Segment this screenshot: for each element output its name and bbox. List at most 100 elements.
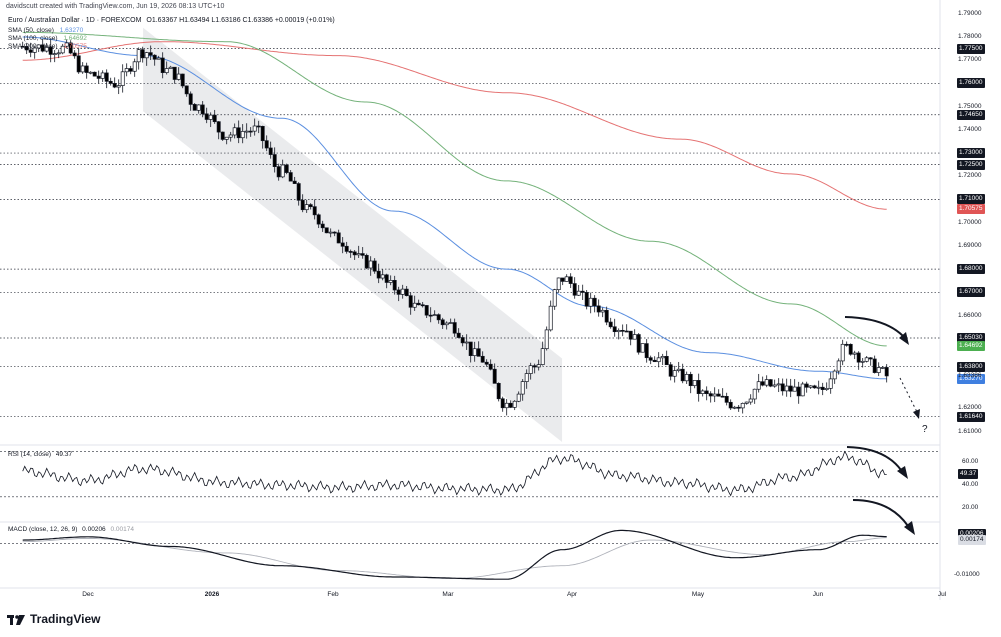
candle	[240, 124, 245, 144]
candle	[516, 391, 521, 403]
candle	[40, 39, 45, 53]
candle	[28, 42, 33, 58]
candle-body	[292, 180, 297, 184]
candle-body	[136, 49, 141, 63]
candle	[604, 306, 609, 326]
candle	[20, 41, 25, 48]
candle	[432, 310, 437, 317]
candle	[752, 388, 757, 404]
price-tick-label: 1.77000	[958, 56, 982, 64]
legend-sma200[interactable]: SMA (200, close) 1.70575	[8, 43, 91, 50]
candle	[836, 358, 841, 375]
candle-body	[616, 329, 621, 333]
candle	[48, 39, 53, 63]
candle	[100, 70, 105, 82]
candle	[36, 44, 41, 53]
candle	[120, 64, 125, 93]
price-level-tag: 1.67000	[957, 287, 985, 298]
candle-body	[536, 364, 541, 368]
candle-body	[620, 329, 625, 332]
candle	[68, 40, 73, 55]
candle-body	[716, 393, 721, 397]
candle	[472, 341, 477, 362]
candle-body	[20, 45, 25, 48]
candle-body	[300, 199, 305, 211]
legend-sma100[interactable]: SMA (100, close) 1.64692	[8, 35, 91, 42]
candle-body	[152, 54, 157, 60]
candle	[348, 249, 353, 258]
candle-body	[416, 302, 421, 306]
candle	[696, 373, 701, 402]
candle	[676, 361, 681, 373]
candle-body	[60, 45, 65, 54]
candle-body	[324, 227, 329, 234]
candle-body	[472, 348, 477, 356]
candle-body	[264, 140, 269, 149]
candle	[544, 326, 549, 351]
rsi-legend[interactable]: RSI (14, close) 49.37	[8, 451, 72, 458]
candle-body	[184, 85, 189, 95]
candle-body	[260, 125, 265, 142]
candle	[816, 380, 821, 395]
candle-body	[872, 358, 877, 373]
candle-body	[172, 66, 177, 80]
symbol-name: Euro / Australian Dollar · 1D · FOREXCOM	[8, 17, 142, 24]
candle	[828, 372, 833, 394]
macd-value-tag: 0.00206	[958, 528, 986, 539]
candle	[408, 292, 413, 315]
candle-body	[304, 204, 309, 211]
price-level-tag: 1.68000	[957, 264, 985, 275]
tradingview-logo[interactable]: TradingView	[7, 612, 100, 626]
sma200-value: 1.70575	[63, 43, 87, 50]
candle	[220, 131, 225, 141]
candle-body	[64, 42, 69, 47]
candle	[504, 398, 509, 416]
candle	[416, 299, 421, 306]
candle-body	[356, 253, 361, 256]
time-tick-label: Jul	[937, 591, 947, 598]
candle	[64, 39, 69, 49]
candle-body	[220, 131, 225, 140]
candle-body	[216, 121, 221, 133]
candle-body	[432, 314, 437, 317]
candle-body	[768, 379, 773, 387]
candle-body	[388, 280, 393, 283]
macd-pane	[22, 529, 887, 580]
price-level-tag: 1.65030	[957, 333, 985, 344]
candle	[484, 359, 489, 367]
candle-body	[508, 402, 513, 408]
candle-body	[660, 356, 665, 359]
candle	[420, 301, 425, 308]
candle-body	[360, 253, 365, 256]
candle-body	[604, 309, 609, 323]
candle	[272, 147, 277, 173]
macd-legend[interactable]: MACD (close, 12, 26, 9) 0.00206 0.00174	[8, 526, 134, 533]
candle	[336, 229, 341, 244]
candle-body	[868, 357, 873, 360]
candle	[800, 381, 805, 397]
candle	[80, 62, 85, 74]
candle	[488, 359, 493, 371]
candle-body	[852, 352, 857, 355]
candle-body	[100, 72, 105, 79]
candle	[632, 329, 637, 340]
candle-body	[316, 214, 321, 225]
candle	[764, 375, 769, 388]
candle	[456, 328, 461, 339]
candle	[104, 69, 109, 89]
legend-sma50[interactable]: SMA (50, close) 1.63270	[8, 27, 87, 34]
candle-body	[652, 359, 657, 363]
candle	[280, 159, 285, 179]
candle	[812, 384, 817, 389]
candle	[200, 101, 205, 118]
macd-trend-arrow	[852, 499, 915, 535]
candle	[168, 65, 173, 69]
time-tick-label: Dec	[82, 591, 94, 598]
candle	[720, 388, 725, 398]
candle	[876, 362, 881, 377]
candle-body	[672, 370, 677, 377]
candle-body	[112, 83, 117, 88]
candle-body	[408, 295, 413, 308]
candle-body	[24, 46, 29, 51]
candle	[412, 295, 417, 311]
